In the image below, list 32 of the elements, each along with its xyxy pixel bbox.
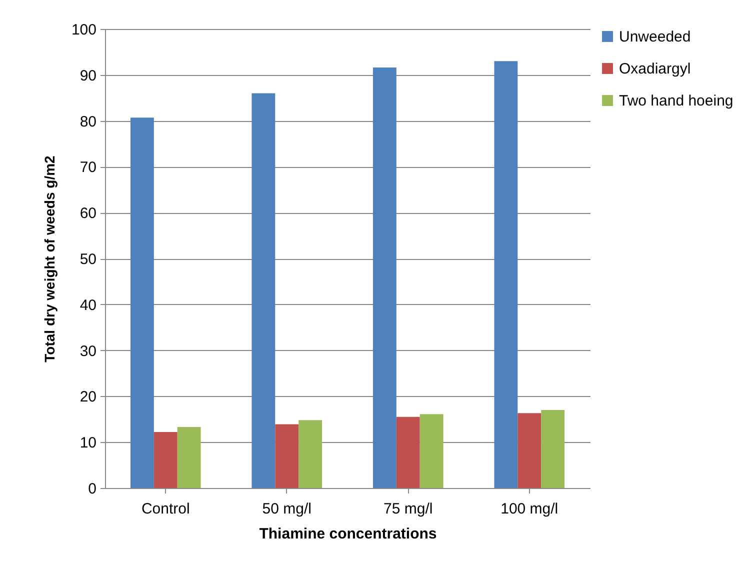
bar — [177, 426, 201, 488]
x-tick-label: Control — [141, 500, 190, 518]
x-tick-label: 75 mg/l — [384, 500, 433, 518]
x-tick-label: 50 mg/l — [262, 500, 312, 518]
bar — [494, 61, 518, 488]
bar — [130, 118, 154, 488]
x-tick-label: 100 mg/l — [500, 500, 558, 518]
y-tick-label: 90 — [80, 67, 96, 84]
y-tick-label: 100 — [71, 22, 96, 38]
y-tick-label: 30 — [80, 342, 96, 360]
x-axis-title: Thiamine concentrations — [259, 526, 437, 542]
bar — [154, 432, 178, 488]
y-tick-label: 0 — [88, 480, 96, 498]
bar — [420, 414, 444, 488]
y-tick-label: 70 — [80, 159, 96, 176]
legend-label: Oxadiargyl — [619, 60, 691, 78]
y-tick-label: 50 — [80, 251, 96, 268]
bar — [298, 420, 322, 488]
bar — [275, 424, 299, 488]
legend-label: Two hand hoeing — [619, 92, 734, 110]
bar — [252, 93, 276, 488]
y-tick-label: 60 — [80, 205, 96, 222]
bar — [518, 413, 542, 488]
y-tick-label: 40 — [80, 296, 96, 314]
bar — [541, 410, 565, 488]
legend-label: Unweeded — [619, 28, 691, 46]
y-tick-label: 80 — [80, 113, 96, 130]
y-tick-label: 10 — [80, 434, 96, 452]
y-axis-title: Total dry weight of weeds g/m2 — [41, 155, 58, 362]
bar — [372, 68, 396, 488]
y-tick-label: 20 — [80, 388, 96, 406]
bar — [396, 416, 420, 488]
